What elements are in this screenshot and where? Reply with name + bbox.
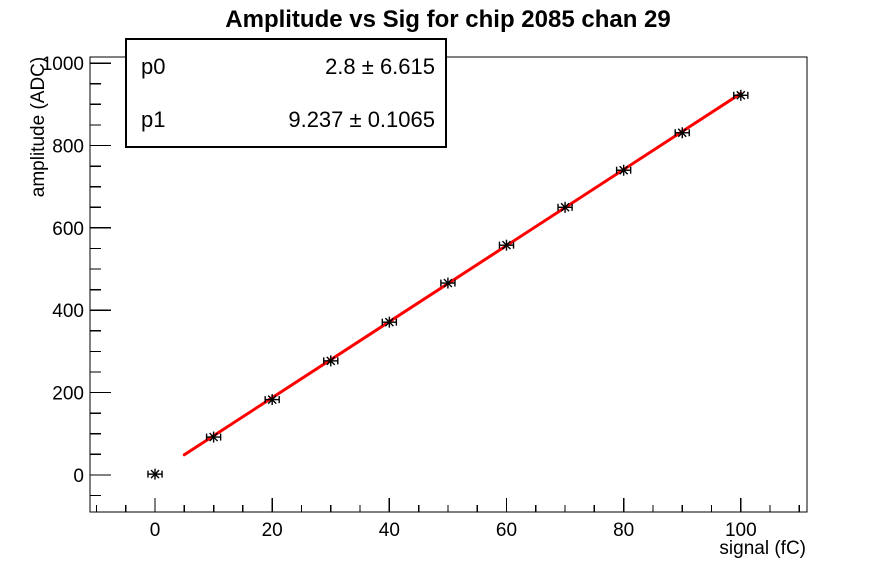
y-tick-label: 0 xyxy=(73,466,84,487)
y-tick-label: 200 xyxy=(52,384,84,405)
x-axis-title: signal (fC) xyxy=(719,538,806,559)
data-point-marker xyxy=(674,127,690,139)
stats-row-p1: p1 9.237 ± 0.1065 xyxy=(141,107,435,133)
y-tick-label: 600 xyxy=(52,219,84,240)
x-tick-label: 20 xyxy=(262,520,283,541)
y-tick-label: 800 xyxy=(52,137,84,158)
data-point-marker xyxy=(557,201,573,213)
data-point-marker xyxy=(733,89,749,101)
data-point-marker xyxy=(615,164,632,176)
param-name-p1: p1 xyxy=(141,106,166,132)
y-tick-label: 400 xyxy=(52,301,84,322)
data-point-marker xyxy=(498,239,515,251)
data-point-marker xyxy=(440,277,456,289)
plot-title: Amplitude vs Sig for chip 2085 chan 29 xyxy=(225,6,671,33)
x-tick-label: 60 xyxy=(496,520,517,541)
stats-row-p0: p0 2.8 ± 6.615 xyxy=(141,54,435,80)
fit-line xyxy=(182,91,743,457)
data-point-marker xyxy=(323,355,339,367)
data-point-marker xyxy=(147,468,163,480)
data-point-marker xyxy=(381,316,398,328)
param-value-p1: 9.237 ± 0.1065 xyxy=(288,106,435,132)
x-tick-label: 0 xyxy=(150,520,161,541)
stats-box: p0 2.8 ± 6.615 p1 9.237 ± 0.1065 xyxy=(125,38,447,148)
param-name-p0: p0 xyxy=(141,53,166,79)
y-axis-title: amplitude (ADC) xyxy=(28,57,49,197)
param-value-p0: 2.8 ± 6.615 xyxy=(325,53,435,79)
data-point-marker xyxy=(205,431,222,443)
y-tick-label: 1000 xyxy=(42,54,84,75)
data-point-marker xyxy=(264,394,280,406)
x-tick-label: 40 xyxy=(379,520,400,541)
x-tick-label: 80 xyxy=(613,520,634,541)
x-tick-label: 100 xyxy=(725,520,757,541)
